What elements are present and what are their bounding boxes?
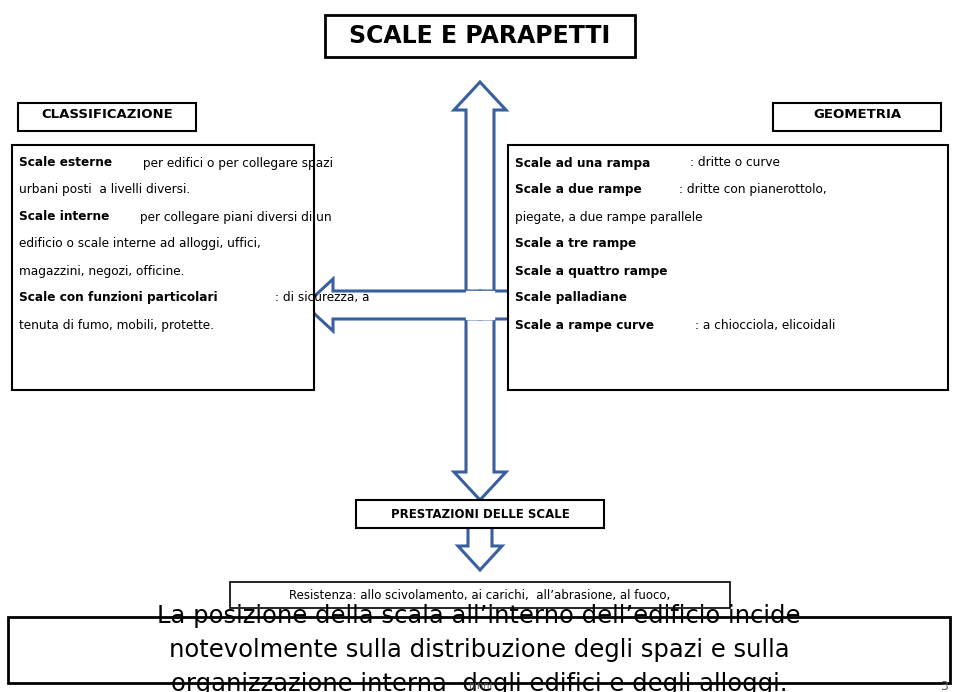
Text: Scale a rampe curve: Scale a rampe curve <box>515 318 654 331</box>
FancyBboxPatch shape <box>8 617 950 683</box>
FancyBboxPatch shape <box>325 15 635 57</box>
Text: ninni: ninni <box>468 681 492 691</box>
FancyBboxPatch shape <box>508 145 948 390</box>
FancyBboxPatch shape <box>12 145 314 390</box>
Text: per edifici o per collegare spazi: per edifici o per collegare spazi <box>139 156 333 170</box>
Text: edificio o scale interne ad alloggi, uffici,: edificio o scale interne ad alloggi, uff… <box>19 237 261 251</box>
Text: : dritte o curve: : dritte o curve <box>689 156 780 170</box>
FancyBboxPatch shape <box>18 103 196 131</box>
Text: PRESTAZIONI DELLE SCALE: PRESTAZIONI DELLE SCALE <box>391 507 569 520</box>
Text: 3: 3 <box>940 680 948 692</box>
Text: Scale a tre rampe: Scale a tre rampe <box>515 237 636 251</box>
Text: Scale con funzioni particolari: Scale con funzioni particolari <box>19 291 218 304</box>
Polygon shape <box>458 513 502 570</box>
Text: urbani posti  a livelli diversi.: urbani posti a livelli diversi. <box>19 183 190 197</box>
Polygon shape <box>454 82 506 305</box>
FancyBboxPatch shape <box>773 103 941 131</box>
Polygon shape <box>454 305 506 500</box>
Text: Scale a quattro rampe: Scale a quattro rampe <box>515 264 667 277</box>
Text: piegate, a due rampe parallele: piegate, a due rampe parallele <box>515 210 703 224</box>
FancyBboxPatch shape <box>230 582 730 608</box>
Polygon shape <box>480 279 655 331</box>
FancyBboxPatch shape <box>356 500 604 528</box>
Text: La posizione della scala all’interno dell’edificio incide
notevolmente sulla dis: La posizione della scala all’interno del… <box>157 603 801 692</box>
Text: Scale ad una rampa: Scale ad una rampa <box>515 156 650 170</box>
Text: magazzini, negozi, officine.: magazzini, negozi, officine. <box>19 264 184 277</box>
Text: : di sicurezza, a: : di sicurezza, a <box>276 291 370 304</box>
Text: GEOMETRIA: GEOMETRIA <box>813 109 901 122</box>
Text: : a chiocciola, elicoidali: : a chiocciola, elicoidali <box>694 318 835 331</box>
Text: : dritte con pianerottolo,: : dritte con pianerottolo, <box>679 183 827 197</box>
Text: Scale esterne: Scale esterne <box>19 156 112 170</box>
Text: Scale interne: Scale interne <box>19 210 109 224</box>
Text: per collegare piani diversi di un: per collegare piani diversi di un <box>135 210 331 224</box>
Text: Resistenza: allo scivolamento, ai carichi,  all’abrasione, al fuoco,: Resistenza: allo scivolamento, ai carich… <box>289 588 671 601</box>
Text: SCALE E PARAPETTI: SCALE E PARAPETTI <box>349 24 611 48</box>
Text: Scale palladiane: Scale palladiane <box>515 291 627 304</box>
Text: Scale a due rampe: Scale a due rampe <box>515 183 641 197</box>
Polygon shape <box>305 279 480 331</box>
Text: CLASSIFICAZIONE: CLASSIFICAZIONE <box>41 109 173 122</box>
Text: tenuta di fumo, mobili, protette.: tenuta di fumo, mobili, protette. <box>19 318 214 331</box>
